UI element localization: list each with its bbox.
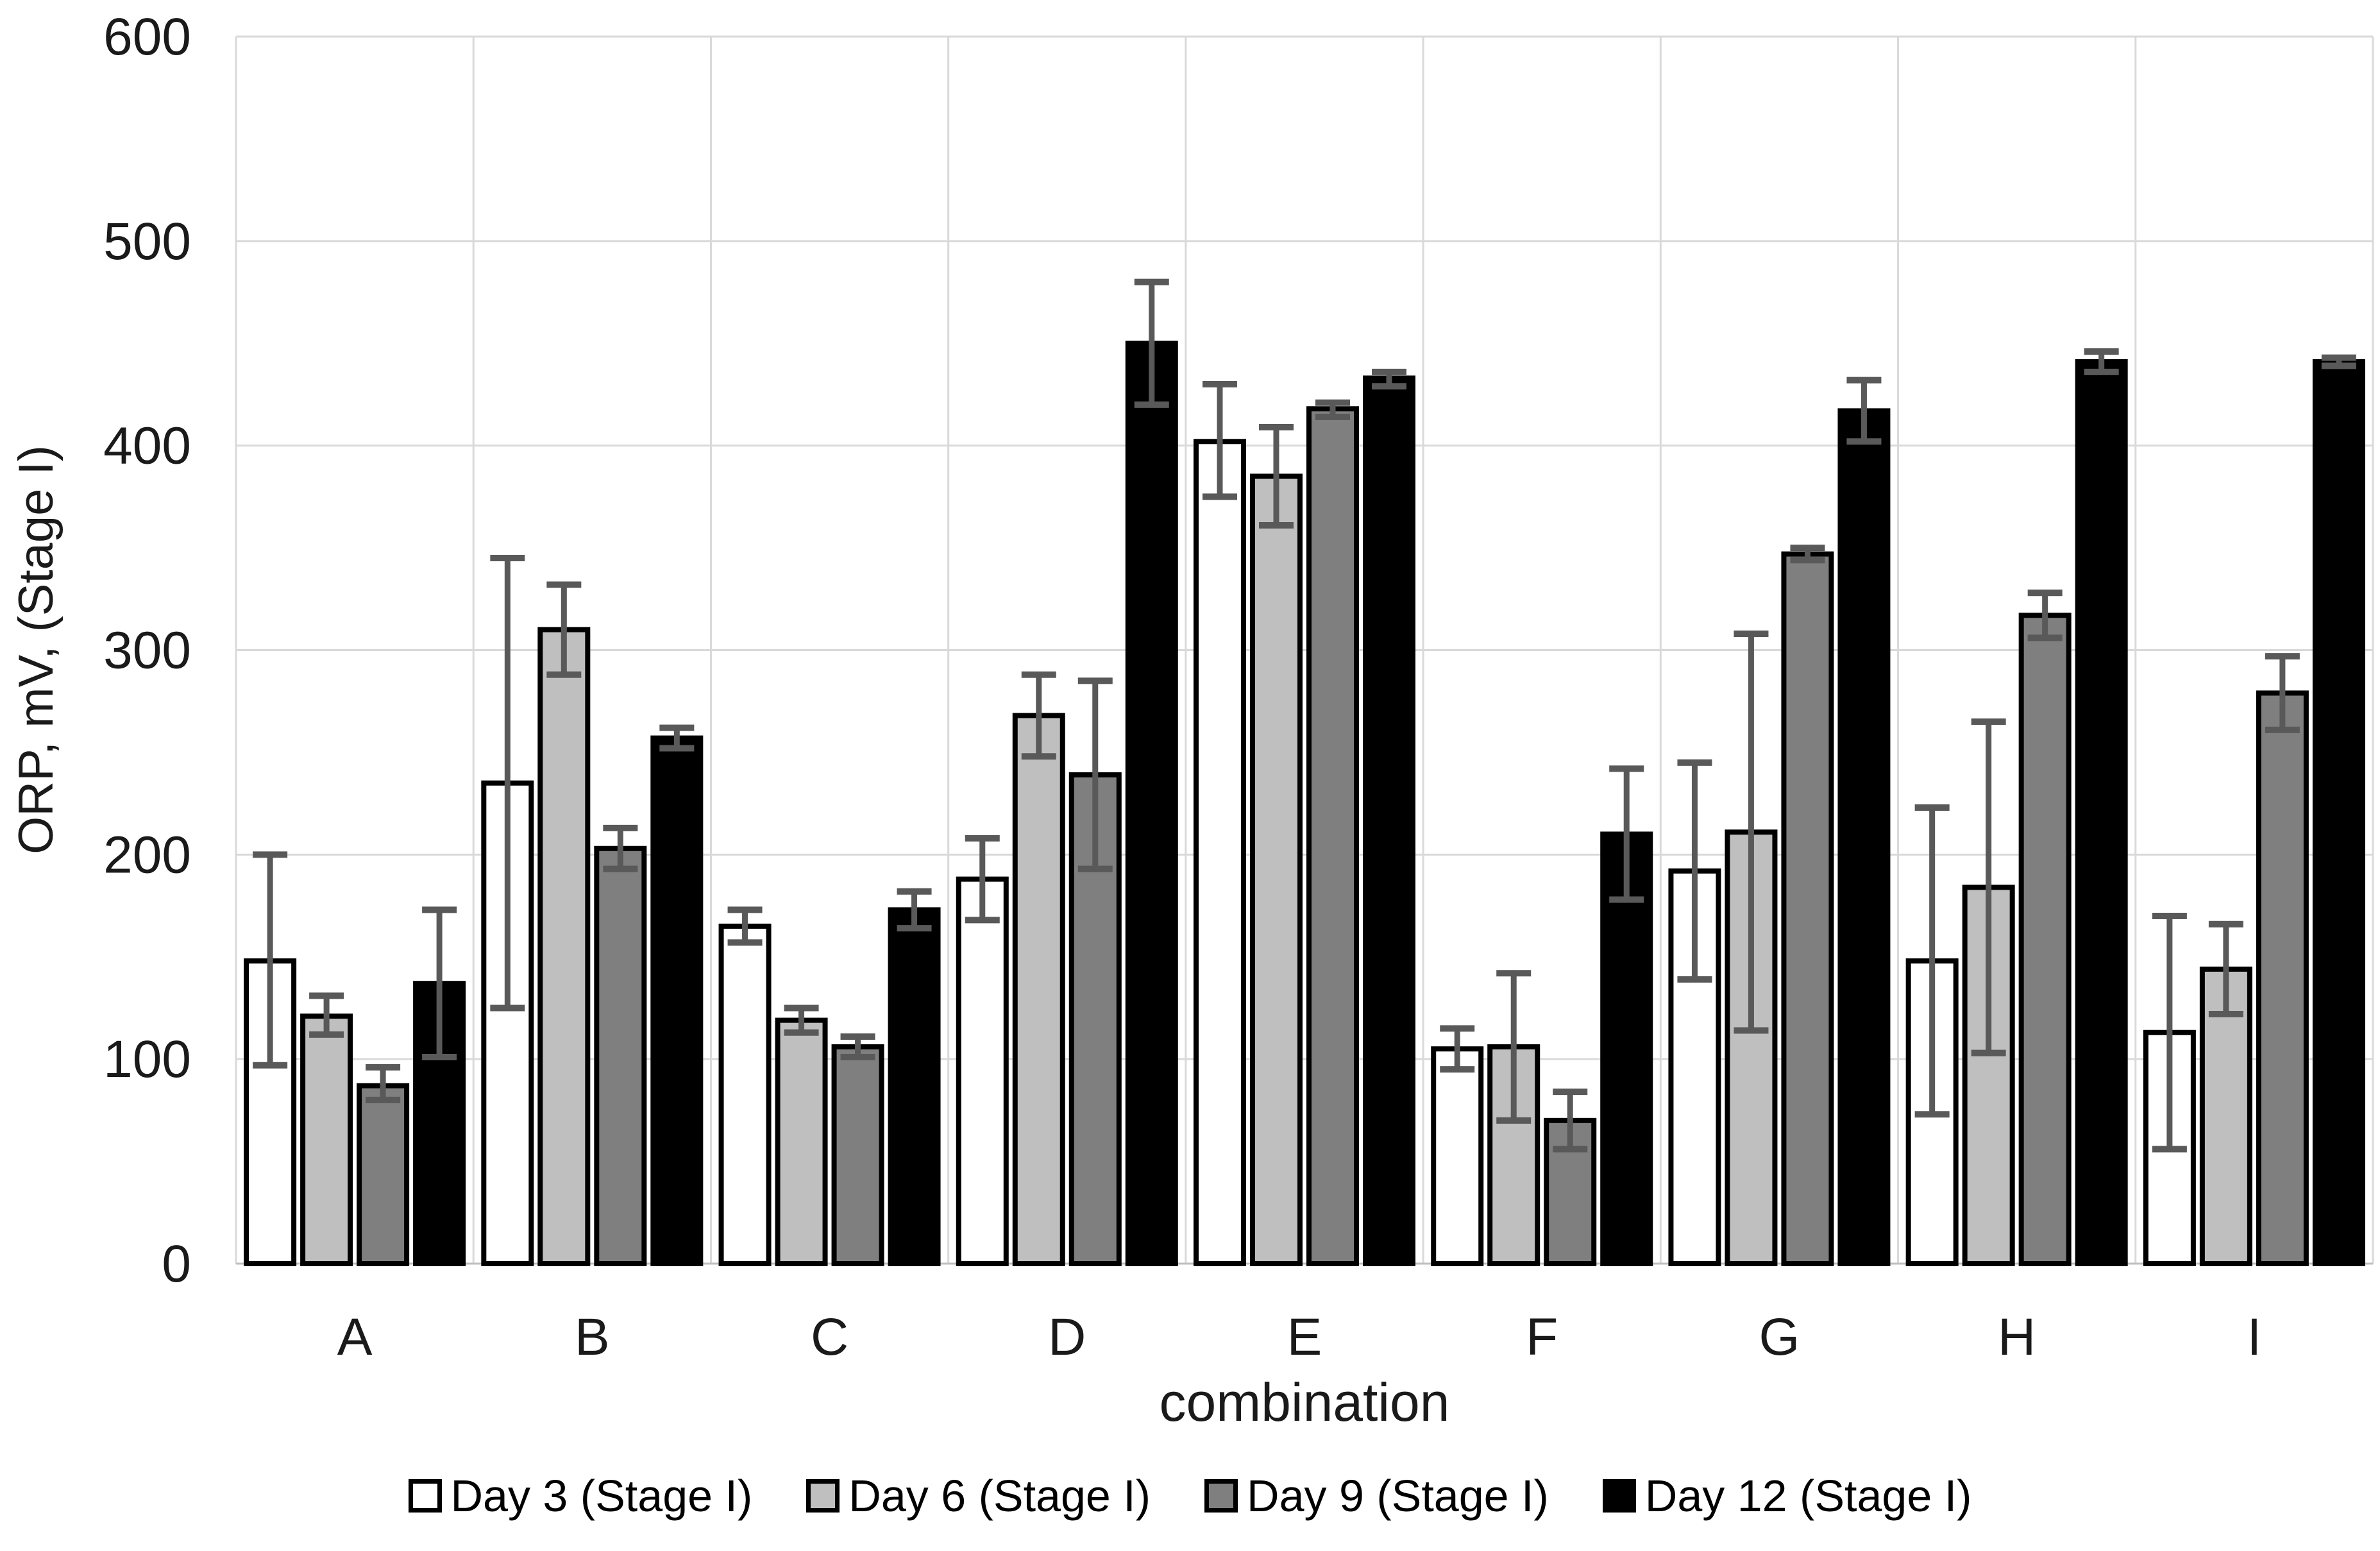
bar-day-6-stage-i-e [1250,473,1303,1266]
x-tick-label-h: H [1998,1308,2036,1366]
bar-day-12-stage-i-i [2312,359,2365,1267]
bar-day-9-stage-i-a [357,1083,410,1266]
legend-item-day-6-stage-i: Day 6 (Stage I) [806,1470,1151,1521]
x-tick-label-e: E [1287,1308,1322,1366]
legend-label-day-9-stage-i: Day 9 (Stage I) [1247,1471,1549,1521]
chart-legend: Day 3 (Stage I) Day 6 (Stage I) Day 9 (Sta… [0,1470,2380,1521]
legend-label-day-3-stage-i: Day 3 (Stage I) [450,1471,753,1521]
bar-day-6-stage-i-d [1012,713,1065,1266]
legend-marker-day-6-stage-i [806,1479,840,1513]
x-tick-label-i: I [2247,1308,2261,1366]
bar-day-12-stage-i-d [1125,341,1178,1266]
bar-day-9-stage-i-e [1306,406,1359,1267]
x-tick-label-b: B [575,1308,610,1366]
y-tick-label-100: 100 [103,1030,191,1089]
x-tick-label-g: G [1759,1308,1800,1366]
legend-marker-day-12-stage-i [1602,1479,1636,1513]
x-axis-title: combination [1160,1372,1450,1432]
bar-day-3-stage-i-f [1431,1046,1484,1266]
x-tick-label-c: C [811,1308,848,1366]
y-tick-label-400: 400 [103,417,191,475]
bar-day-12-stage-i-h [2075,359,2128,1267]
bar-day-12-stage-i-a [413,981,466,1267]
bar-day-9-stage-i-g [1781,551,1834,1266]
legend-marker-day-9-stage-i [1204,1479,1238,1513]
legend-item-day-9-stage-i: Day 9 (Stage I) [1204,1470,1549,1521]
bar-day-6-stage-i-a [300,1013,353,1266]
bar-day-6-stage-i-c [775,1017,828,1267]
bar-day-12-stage-i-e [1363,375,1415,1266]
x-tick-label-f: F [1526,1308,1558,1366]
legend-item-day-12-stage-i: Day 12 (Stage I) [1602,1470,1972,1521]
bar-day-9-stage-i-c [831,1044,884,1266]
bars-layer [244,341,2365,1267]
bar-day-9-stage-i-b [594,845,647,1266]
bar-day-12-stage-i-b [650,735,704,1267]
bar-day-9-stage-i-h [2018,613,2072,1266]
bar-day-12-stage-i-c [888,907,941,1266]
bar-day-12-stage-i-f [1600,831,1653,1266]
legend-item-day-3-stage-i: Day 3 (Stage I) [408,1470,753,1521]
bar-day-3-stage-i-e [1194,439,1246,1266]
bar-day-12-stage-i-g [1837,408,1891,1267]
legend-label-day-6-stage-i: Day 6 (Stage I) [848,1471,1151,1521]
y-axis-title: ORP, mV, (Stage I) [9,445,63,854]
y-tick-label-300: 300 [103,622,191,680]
bar-day-9-stage-i-i [2256,690,2309,1266]
x-tick-label-d: D [1048,1308,1086,1366]
y-tick-label-500: 500 [103,212,191,271]
legend-label-day-12-stage-i: Day 12 (Stage I) [1644,1471,1972,1521]
bar-day-3-stage-i-b [481,780,534,1267]
tick-labels-layer: 0 100 200 300 400 500 600 A B C D E F G H I [103,8,2261,1366]
bar-day-6-stage-i-b [537,627,591,1266]
bar-day-3-stage-i-c [718,923,772,1267]
y-tick-label-200: 200 [103,826,191,884]
legend-marker-day-3-stage-i [408,1479,442,1513]
error-bars-layer [253,278,2356,1153]
y-tick-label-0: 0 [162,1235,191,1293]
y-tick-label-600: 600 [103,8,191,66]
x-tick-label-a: A [337,1308,373,1366]
gridlines-layer [235,35,2374,1265]
bar-day-3-stage-i-d [956,876,1009,1267]
